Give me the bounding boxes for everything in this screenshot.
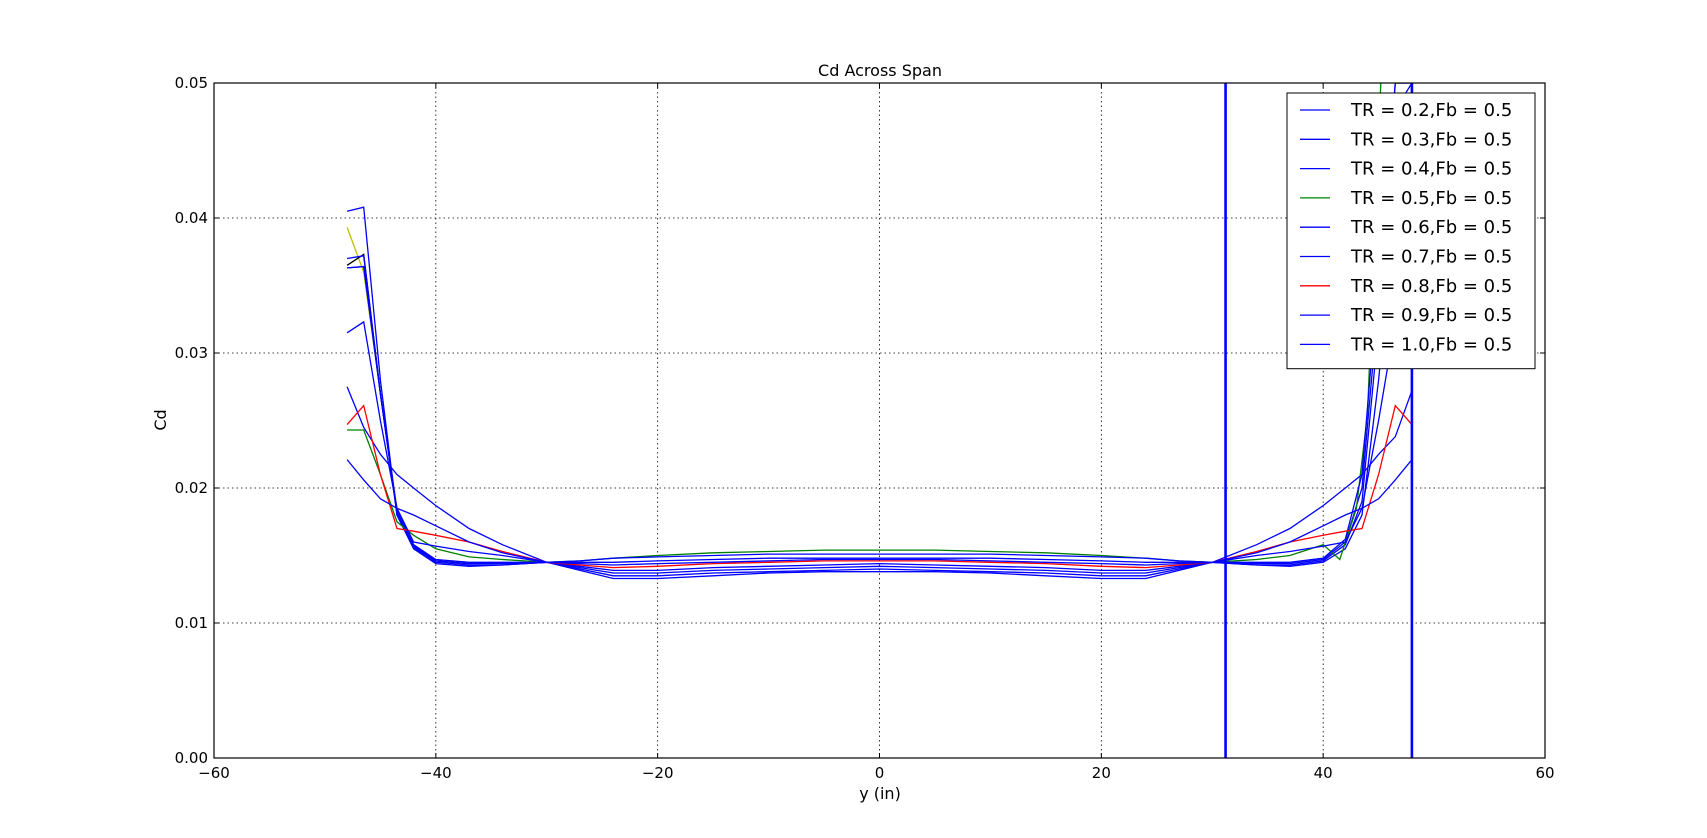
legend-label: TR = 0.2,Fb = 0.5 (1350, 100, 1512, 121)
grid (214, 83, 1545, 758)
legend-label: TR = 0.4,Fb = 0.5 (1350, 159, 1512, 180)
legend-label: TR = 0.3,Fb = 0.5 (1350, 129, 1512, 150)
legend-label: TR = 0.9,Fb = 0.5 (1350, 305, 1512, 326)
chart-title: Cd Across Span (818, 61, 942, 80)
series-line-5 (346, 386, 1413, 563)
y-tick-label: 0.00 (175, 749, 208, 767)
y-axis-title: Cd (151, 409, 170, 430)
series-line-2 (346, 83, 1413, 577)
y-tick-label: 0.04 (175, 209, 208, 227)
series-line-6 (347, 83, 1412, 572)
legend-label: TR = 0.7,Fb = 0.5 (1350, 247, 1512, 268)
y-tick-label: 0.01 (175, 614, 208, 632)
legend-label: TR = 0.5,Fb = 0.5 (1350, 188, 1512, 209)
x-tick-label: −20 (642, 764, 674, 782)
x-tick-label: −40 (420, 764, 452, 782)
y-tick-label: 0.05 (175, 74, 208, 92)
x-tick-label: −60 (198, 764, 230, 782)
series-line-4 (347, 83, 1382, 563)
y-tick-label: 0.03 (175, 344, 208, 362)
x-tick-label: 0 (875, 764, 885, 782)
axis-ticks: −60 −40 −20 0 20 40 60 0.00 0.01 0.02 0.03 0.04 0.05 (175, 74, 1555, 782)
series-line-9 (346, 320, 1413, 566)
x-tick-label: 40 (1314, 764, 1333, 782)
x-tick-label: 60 (1535, 764, 1554, 782)
legend-label: TR = 1.0,Fb = 0.5 (1350, 334, 1512, 355)
legend-label: TR = 0.6,Fb = 0.5 (1350, 217, 1512, 238)
y-tick-label: 0.02 (175, 479, 208, 497)
series-line-7 (346, 404, 1413, 569)
series-line-1 (346, 206, 1413, 580)
plot-area (346, 83, 1414, 758)
series-line-8 (346, 459, 1413, 563)
series-line-3 (347, 83, 1412, 574)
x-tick-label: 20 (1092, 764, 1111, 782)
legend-label: TR = 0.8,Fb = 0.5 (1350, 276, 1512, 297)
legend: TR = 0.2,Fb = 0.5 TR = 0.3,Fb = 0.5 TR = 0… (1286, 92, 1536, 370)
x-axis-title: y (in) (859, 784, 901, 803)
